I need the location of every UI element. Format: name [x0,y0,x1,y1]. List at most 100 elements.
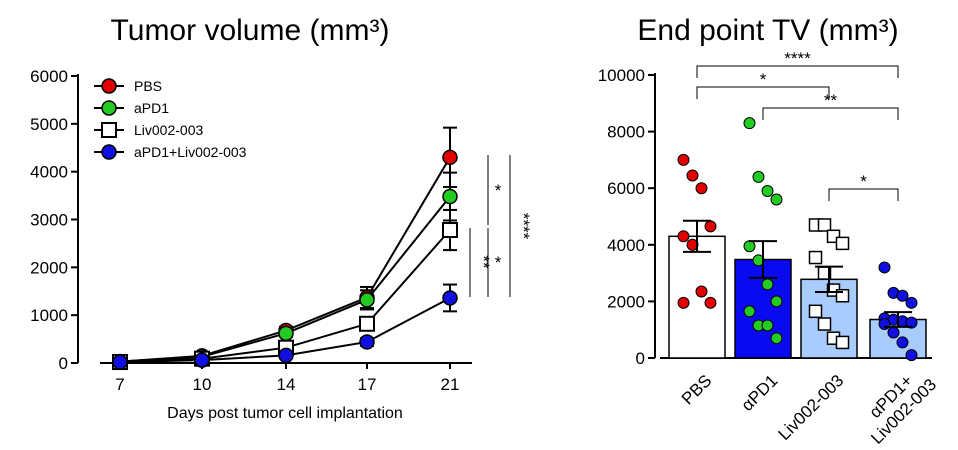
data-point [695,182,708,195]
bar-chart-points [677,117,918,362]
data-point [770,332,783,345]
data-point [704,220,717,233]
data-point [743,240,756,253]
line-chart-legend: PBS aPD1 Liv002-003 aPD1+Liv002-003 [94,78,247,160]
category-label-line: Liv002-003 [775,371,848,444]
legend-label: aPD1 [134,100,169,116]
y-tick-label: 10000 [598,66,645,85]
data-point [896,289,909,302]
legend-label: aPD1+Liv002-003 [134,144,247,160]
data-point [743,117,756,130]
data-point [808,250,823,265]
bar-chart-ticks: 0 2000 4000 6000 8000 10000 [598,66,655,368]
bar-chart-bars [668,235,927,359]
significance-label: * [495,253,502,272]
significance-label: ** [474,255,493,269]
data-point [752,170,765,183]
category-label: αPD1 [738,371,782,415]
line-chart-xlabel: Days post tumor cell implantation [167,405,403,422]
data-point [905,316,918,329]
data-point [194,352,210,368]
category-label-line: PBS [678,371,715,408]
data-point [442,188,458,205]
data-point [442,222,458,239]
data-point [761,319,774,332]
data-point [704,296,717,309]
line-chart-significance: *** ***** [469,155,533,297]
significance-bracket [696,86,830,99]
significance-bracket [696,65,899,78]
x-tick-label: 7 [115,375,124,394]
data-point [905,296,918,309]
significance-label: * [495,181,502,200]
significance-label: **** [514,213,533,240]
data-point [835,236,850,251]
data-point [278,325,294,342]
category-label: PBS [678,371,715,408]
data-point [677,153,690,166]
y-tick-label: 4000 [607,236,645,255]
y-tick-label: 2000 [607,292,645,311]
x-tick-label: 14 [277,375,296,394]
significance-bracket [828,188,899,201]
data-point [686,169,699,182]
data-point [359,292,375,308]
significance-label: * [860,172,867,191]
line-chart-panel: Tumor volume (mm³) 0 1000 2000 3000 4000 5000… [30,14,533,422]
y-tick-label: 4000 [30,163,68,182]
legend-marker [101,144,117,160]
significance-label: ** [824,91,838,110]
data-point [896,336,909,349]
legend-label: PBS [134,78,162,94]
data-point [770,193,783,206]
data-point [359,315,375,332]
y-tick-label: 6000 [30,67,68,86]
x-tick-label: 10 [193,375,212,394]
data-point [743,305,756,318]
data-point [112,354,128,370]
legend-marker [101,78,117,94]
bar [668,235,726,359]
line-chart-title: Tumor volume (mm³) [111,14,390,47]
x-tick-label: 21 [441,375,460,394]
legend-marker [101,122,117,138]
y-tick-label: 0 [59,354,68,373]
data-point [677,296,690,309]
category-label: αPD1+Liv002-003 [853,361,940,448]
data-point [887,326,900,339]
data-point [808,304,823,319]
bar-chart-significance: ******** [696,49,899,201]
data-point [695,285,708,298]
category-label-line: αPD1 [738,371,782,415]
data-point [442,290,458,306]
category-label: Liv002-003 [775,371,848,444]
y-tick-label: 3000 [30,211,68,230]
data-point [817,317,832,331]
x-tick-label: 17 [358,375,377,394]
y-tick-label: 0 [636,349,645,368]
significance-label: **** [784,49,811,68]
data-point [878,318,891,331]
data-point [761,185,774,198]
data-point [835,335,850,350]
data-point [677,230,690,243]
data-point [278,347,294,364]
line-chart-ticks: 0 1000 2000 3000 4000 5000 6000 7 10 14 17 21 [30,67,459,394]
data-point [770,295,783,308]
y-tick-label: 2000 [30,258,68,277]
y-tick-label: 5000 [30,115,68,134]
y-tick-label: 8000 [607,123,645,142]
bar-chart-title: End point TV (mm³) [637,14,898,47]
data-point [878,261,891,274]
bar-chart-panel: End point TV (mm³) 0 2000 4000 6000 8000 1000… [598,14,940,448]
line-chart-series [112,126,458,371]
significance-label: * [760,70,767,89]
data-point [359,334,375,350]
data-point [761,278,774,291]
data-point [442,149,458,166]
legend-marker [101,100,117,116]
y-tick-label: 1000 [30,306,68,325]
legend-label: Liv002-003 [134,122,203,138]
data-point [817,218,832,232]
